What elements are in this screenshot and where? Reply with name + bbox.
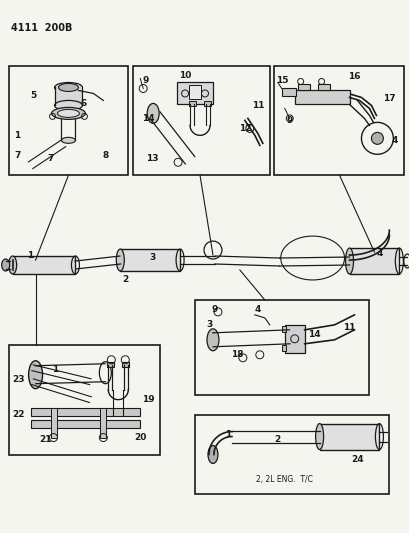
Bar [100,408,106,438]
Bar [54,87,82,106]
Bar [281,345,285,351]
Ellipse shape [54,100,82,110]
Text: 15: 15 [276,76,288,85]
Bar [133,66,269,175]
Bar [177,83,212,104]
Text: 1: 1 [224,430,231,439]
Text: 1: 1 [14,131,21,140]
Text: 8: 8 [102,151,108,160]
Ellipse shape [147,103,159,123]
Text: 14: 14 [142,114,154,123]
Text: 16: 16 [347,72,360,81]
Text: 3: 3 [149,253,155,262]
Text: 11: 11 [342,324,355,333]
Bar [281,326,285,332]
Text: 24: 24 [351,455,363,464]
Text: 22: 22 [12,410,25,419]
Ellipse shape [315,424,323,449]
Text: 9: 9 [142,76,148,85]
Bar [319,424,378,449]
Bar [348,248,398,274]
Text: 20: 20 [134,433,146,442]
Text: 7: 7 [14,151,21,160]
Ellipse shape [116,249,124,271]
Ellipse shape [61,138,75,143]
Ellipse shape [29,361,43,389]
Bar [107,362,114,367]
Text: 1: 1 [52,365,58,374]
Text: 7: 7 [47,154,54,163]
Bar [273,66,403,175]
Ellipse shape [207,446,218,464]
Text: 21: 21 [39,435,52,444]
Bar [204,101,211,107]
Text: 18: 18 [230,350,243,359]
Ellipse shape [345,248,353,274]
Text: 4: 4 [254,305,261,314]
Ellipse shape [58,84,78,92]
Bar [50,408,56,438]
Text: 23: 23 [12,375,25,384]
Text: 5: 5 [30,91,37,100]
Ellipse shape [54,83,82,92]
Text: 2: 2 [274,435,280,444]
Bar [122,362,129,367]
Bar [297,84,309,91]
Text: 4: 4 [375,248,382,257]
Text: 17: 17 [382,94,395,103]
Text: 19: 19 [142,395,154,404]
Text: 13: 13 [146,154,158,163]
Bar [317,84,329,91]
Ellipse shape [52,108,85,119]
Text: 1: 1 [27,251,34,260]
Text: 2: 2 [122,276,128,285]
Bar [294,91,348,104]
Bar [120,249,180,271]
Text: 11: 11 [251,101,263,110]
Bar [31,408,140,416]
Bar [195,415,389,495]
Bar [284,325,304,353]
Bar [189,85,200,100]
Ellipse shape [2,259,10,271]
Bar [189,101,196,107]
Ellipse shape [57,109,79,117]
Ellipse shape [207,329,218,351]
Text: 4111  200B: 4111 200B [11,22,72,33]
Text: 6: 6 [80,99,86,108]
Ellipse shape [9,256,17,274]
Text: 10: 10 [178,71,191,80]
Text: 9: 9 [286,116,292,125]
Text: 14: 14 [308,330,320,340]
Bar [9,345,160,455]
Bar [281,88,295,96]
Text: 9: 9 [211,305,218,314]
Text: 3: 3 [207,320,213,329]
Text: 12: 12 [238,124,250,133]
Bar [13,256,75,274]
Text: 4: 4 [390,136,397,145]
Bar [9,66,128,175]
Text: 2, 2L ENG.  T/C: 2, 2L ENG. T/C [256,475,312,484]
Bar [195,300,369,394]
Circle shape [371,132,382,144]
Bar [31,419,140,427]
